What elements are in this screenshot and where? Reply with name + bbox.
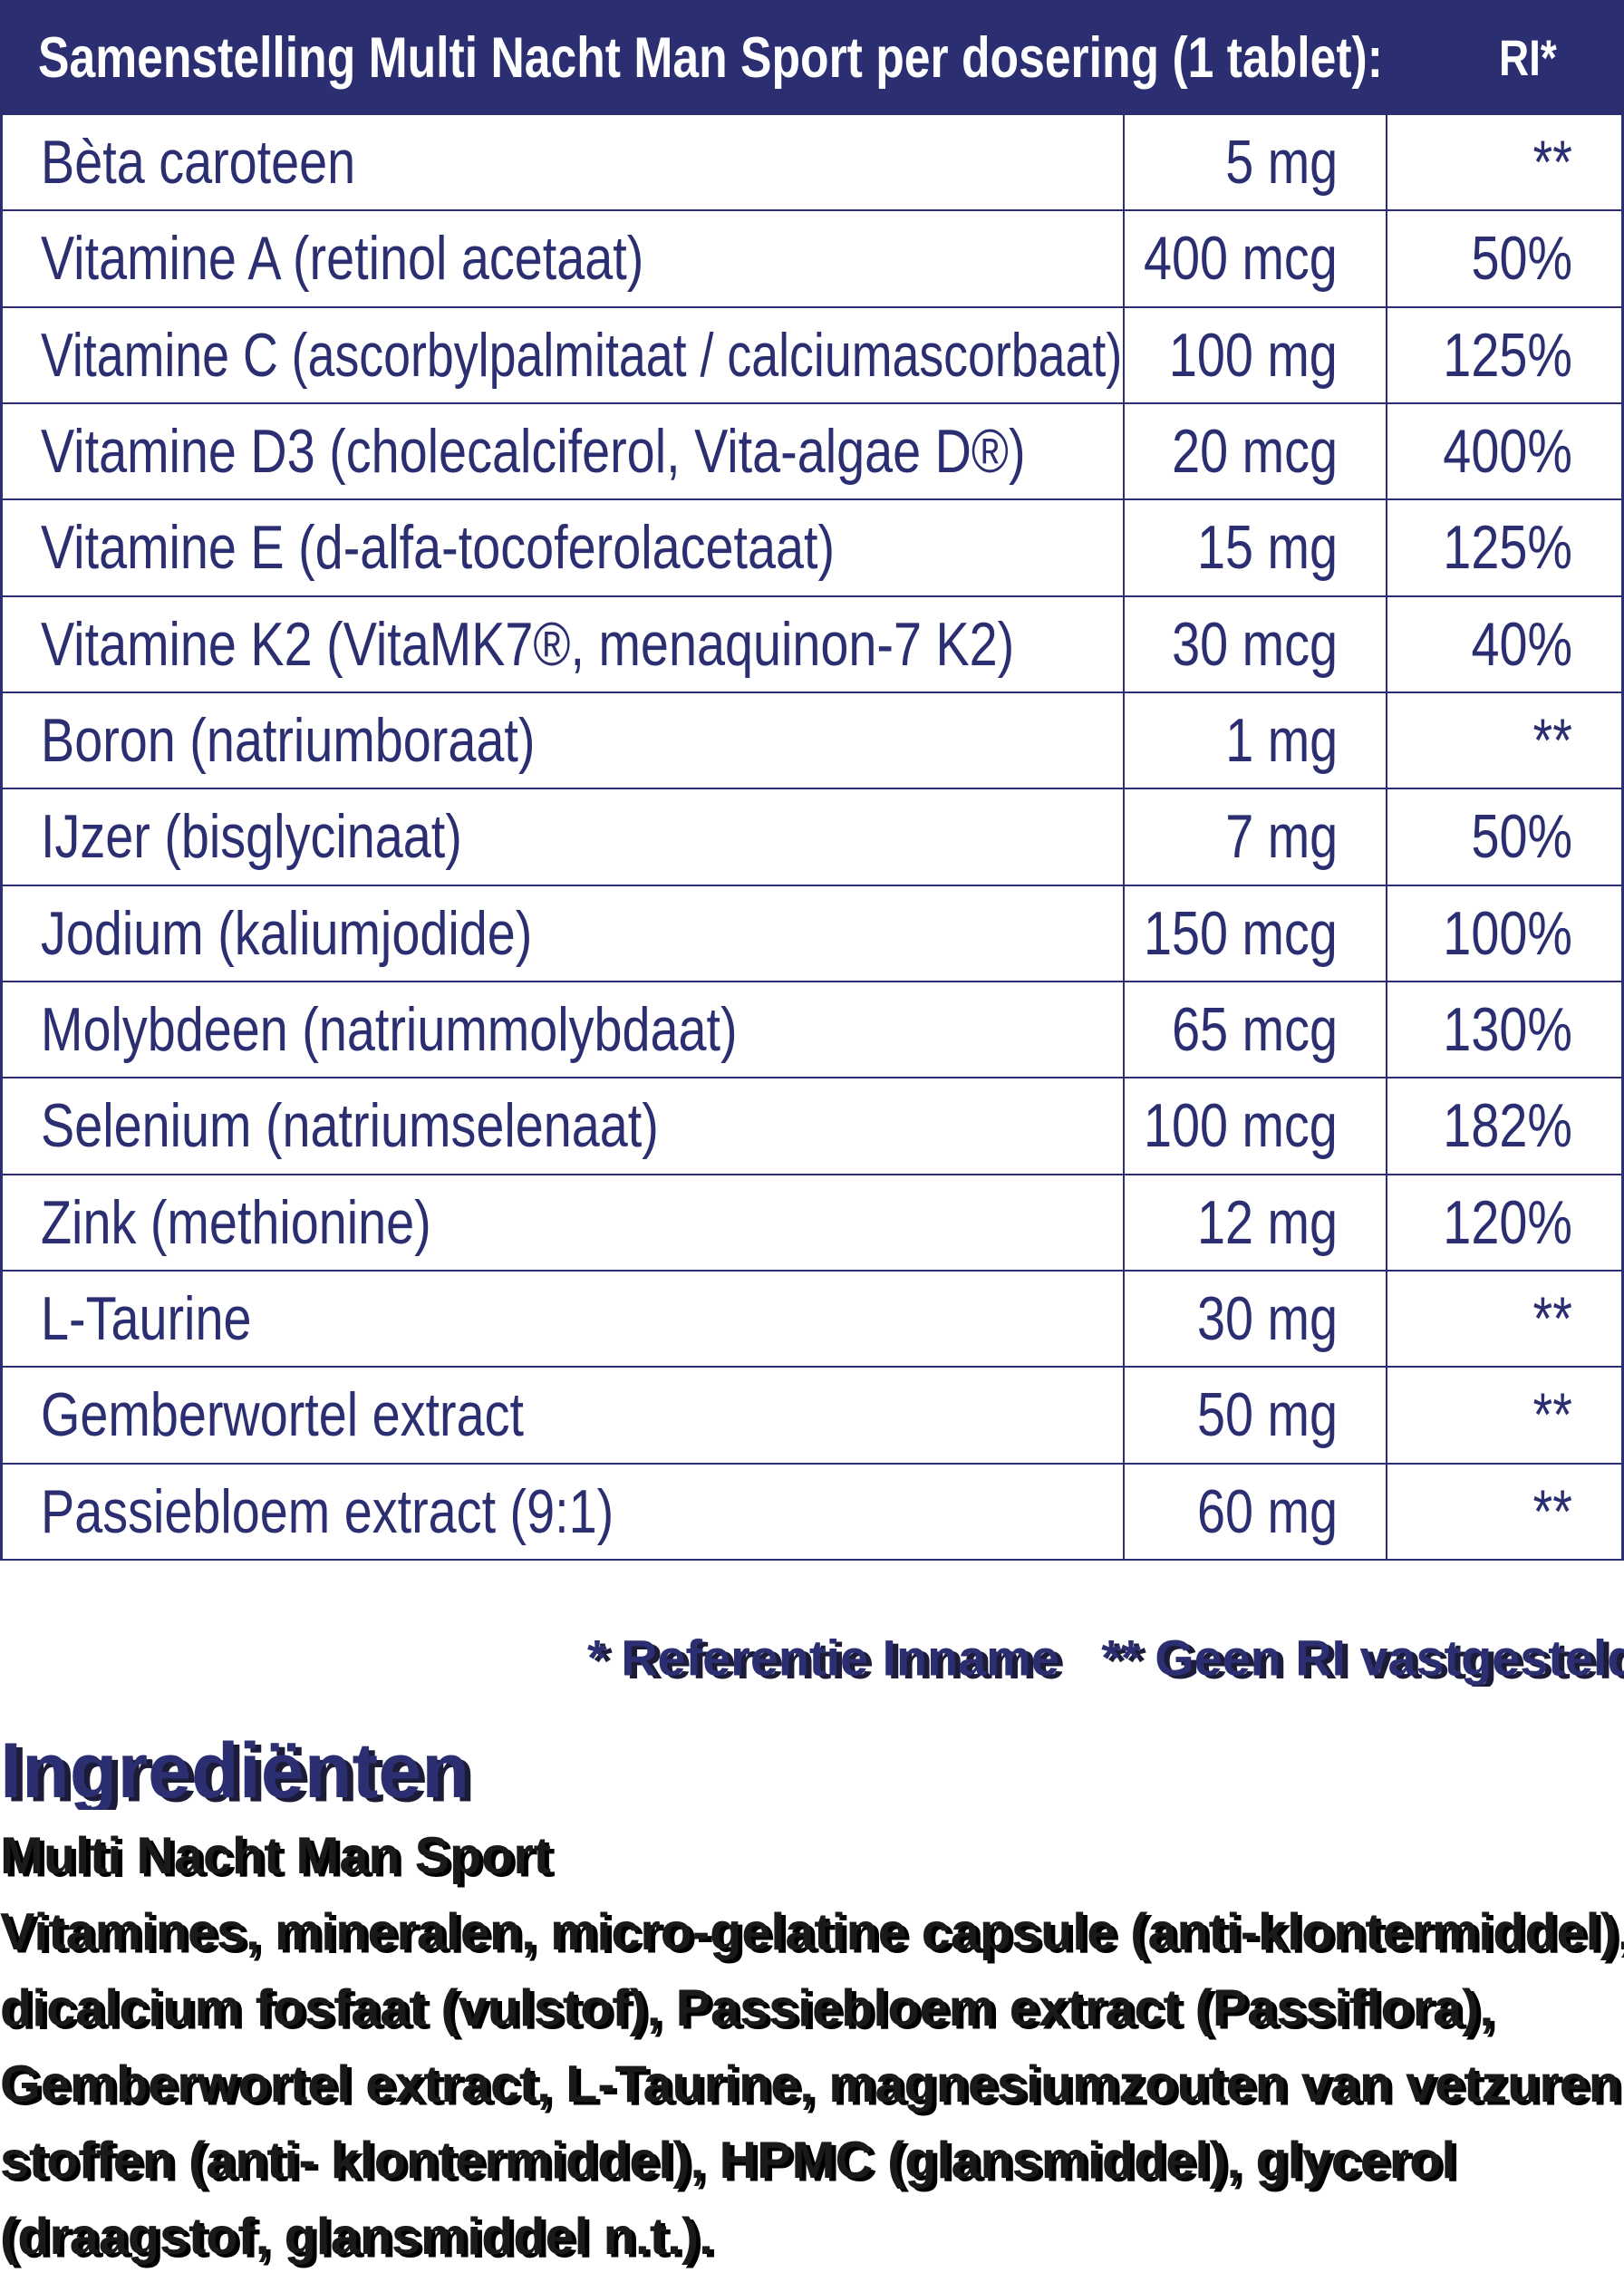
svg-text:Ingrediënten: Ingrediënten [0,1727,469,1810]
svg-text:Vitamines, mineralen, micro-ge: Vitamines, mineralen, micro-gelatine cap… [0,1903,1624,1961]
svg-text:(draagstof, glansmiddel n.t.).: (draagstof, glansmiddel n.t.). [0,2208,713,2266]
svg-text:dicalcium fosfaat (vulstof), P: dicalcium fosfaat (vulstof), Passiebloem… [0,1979,1494,2037]
svg-text:Gemberwortel extract, L-Taurin: Gemberwortel extract, L-Taurine, magnesi… [0,2055,1624,2113]
svg-text:Multi Nacht Man Sport: Multi Nacht Man Sport [0,1827,551,1885]
svg-text:stoffen (anti- klontermiddel),: stoffen (anti- klontermiddel), HPMC (gla… [0,2132,1455,2190]
svg-text:* Referentie Inname ** Geen: * Referentie Inname ** Geen RI vastgeste… [587,1630,1624,1687]
